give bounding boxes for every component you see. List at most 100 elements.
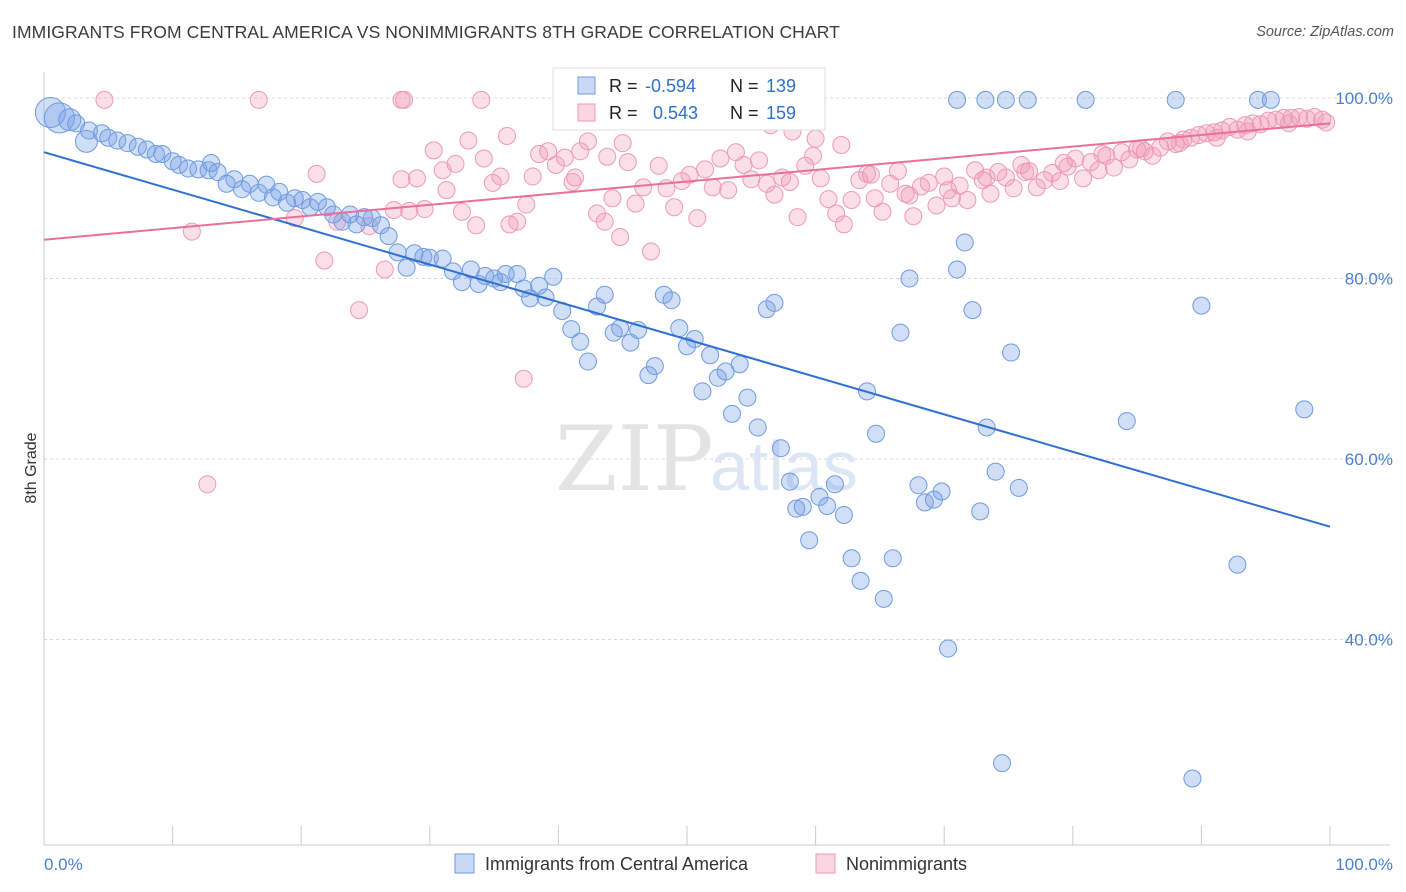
nonimmigrants-point-43 xyxy=(618,153,637,172)
nonimmigrants-point-72 xyxy=(842,191,861,210)
trend-line-nonimmigrants xyxy=(43,122,1331,241)
y-tick-label-60: 60.0% xyxy=(1345,450,1393,469)
nonimmigrants-point-141 xyxy=(1054,154,1073,173)
immigrants-point-124 xyxy=(1295,400,1314,419)
immigrants-point-135 xyxy=(1248,90,1267,109)
nonimmigrants-point-19 xyxy=(424,141,443,160)
bottom-legend-swatch-pink xyxy=(815,853,836,874)
nonimmigrants-point-96 xyxy=(1027,178,1046,197)
nonimmigrants-point-83 xyxy=(927,196,946,215)
immigrants-point-16 xyxy=(179,159,198,178)
nonimmigrants-point-69 xyxy=(819,190,838,209)
nonimmigrants-point-68 xyxy=(811,169,830,188)
nonimmigrants-point-16 xyxy=(400,201,419,220)
nonimmigrants-point-145 xyxy=(900,186,919,205)
nonimmigrants-point-49 xyxy=(665,198,684,217)
immigrants-point-66 xyxy=(578,352,597,371)
immigrants-point-65 xyxy=(571,332,590,351)
nonimmigrants-point-31 xyxy=(523,167,542,186)
y-axis-title: 8th Grade xyxy=(23,432,40,503)
immigrants-point-18 xyxy=(199,161,218,180)
nonimmigrants-point-75 xyxy=(865,189,884,208)
immigrants-point-125 xyxy=(1183,769,1202,788)
nonimmigrants-point-40 xyxy=(595,212,614,231)
nonimmigrants-point-106 xyxy=(1104,158,1123,177)
nonimmigrants-point-65 xyxy=(788,208,807,227)
nonimmigrants-point-11 xyxy=(350,301,369,320)
nonimmigrants-point-6 xyxy=(198,475,217,494)
nonimmigrants-point-148 xyxy=(598,147,617,166)
nonimmigrants-point-53 xyxy=(696,160,715,179)
legend-n-value-2: 159 xyxy=(766,103,796,123)
nonimmigrants-point-99 xyxy=(1050,172,1069,191)
nonimmigrants-point-71 xyxy=(834,215,853,234)
immigrants-point-114 xyxy=(963,301,982,320)
immigrants-point-85 xyxy=(730,355,749,374)
x-tick-label-min: 0.0% xyxy=(44,855,83,874)
nonimmigrants-point-139 xyxy=(1131,139,1150,158)
immigrants-point-96 xyxy=(818,496,837,515)
nonimmigrants-point-88 xyxy=(966,161,985,180)
bottom-legend-swatch-blue xyxy=(454,853,475,874)
immigrants-point-62 xyxy=(544,267,563,286)
nonimmigrants-point-23 xyxy=(459,131,478,150)
immigrants-point-133 xyxy=(1076,90,1095,109)
immigrants-point-122 xyxy=(1192,296,1211,315)
immigrants-point-107 xyxy=(909,476,928,495)
trend-line-immigrants xyxy=(43,151,1331,528)
nonimmigrants-point-150 xyxy=(613,134,632,153)
nonimmigrants-point-33 xyxy=(539,142,558,161)
nonimmigrants-point-82 xyxy=(919,173,938,192)
immigrants-point-102 xyxy=(867,424,886,443)
immigrants-point-4 xyxy=(74,129,98,153)
immigrants-point-115 xyxy=(971,502,990,521)
immigrants-point-117 xyxy=(986,462,1005,481)
nonimmigrants-point-151 xyxy=(497,126,516,145)
immigrants-point-81 xyxy=(701,346,720,365)
immigrants-point-34 xyxy=(317,198,336,217)
nonimmigrants-point-140 xyxy=(1093,145,1112,163)
nonimmigrants-point-47 xyxy=(649,156,668,175)
immigrants-point-78 xyxy=(678,337,696,356)
immigrants-point-86 xyxy=(738,388,757,407)
immigrants-point-132 xyxy=(1018,90,1037,109)
immigrants-point-82 xyxy=(708,368,727,387)
nonimmigrants-point-14 xyxy=(384,200,403,219)
nonimmigrants-point-144 xyxy=(939,181,958,200)
nonimmigrants-point-55 xyxy=(711,149,730,168)
nonimmigrants-point-20 xyxy=(437,181,456,200)
nonimmigrants-point-35 xyxy=(555,148,574,167)
legend-swatch-pink xyxy=(577,103,596,122)
watermark-zip: ZIP xyxy=(555,407,714,512)
nonimmigrants-point-25 xyxy=(474,149,493,168)
nonimmigrants-point-41 xyxy=(603,189,622,208)
nonimmigrants-point-13 xyxy=(375,260,394,279)
immigrants-point-87 xyxy=(748,418,767,437)
immigrants-point-93 xyxy=(793,497,812,516)
nonimmigrants-point-17 xyxy=(407,169,426,188)
bottom-legend-label-pink: Nonimmigrants xyxy=(846,854,967,874)
nonimmigrants-point-80 xyxy=(904,207,923,226)
immigrants-point-0 xyxy=(34,96,66,128)
immigrants-point-68 xyxy=(595,285,614,304)
nonimmigrants-point-155 xyxy=(806,129,825,148)
immigrants-point-136 xyxy=(1261,90,1280,109)
nonimmigrants-point-86 xyxy=(950,176,969,195)
nonimmigrants-point-108 xyxy=(1120,150,1139,169)
nonimmigrants-point-93 xyxy=(1004,179,1023,198)
nonimmigrants-point-4 xyxy=(472,90,491,109)
immigrants-point-88 xyxy=(757,300,776,319)
nonimmigrants-point-45 xyxy=(634,178,653,197)
nonimmigrants-point-9 xyxy=(315,251,334,270)
immigrants-point-76 xyxy=(662,291,681,310)
nonimmigrants-point-37 xyxy=(571,142,590,161)
immigrants-point-94 xyxy=(800,531,819,550)
immigrants-point-48 xyxy=(433,249,452,268)
legend-swatch-blue xyxy=(577,76,596,95)
trend-lines xyxy=(43,122,1331,528)
immigrants-point-9 xyxy=(118,134,137,153)
nonimmigrants-point-1 xyxy=(249,90,268,109)
nonimmigrants-point-87 xyxy=(958,191,977,210)
nonimmigrants-point-8 xyxy=(307,164,326,183)
